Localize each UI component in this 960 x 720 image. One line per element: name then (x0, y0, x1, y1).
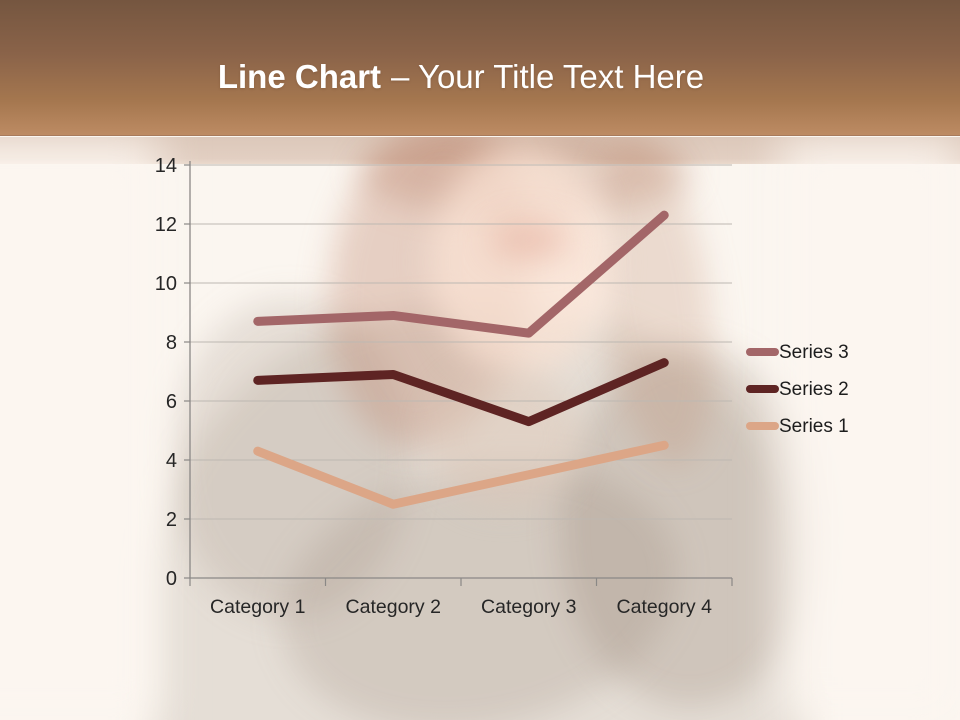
slide-title: Line Chart – Your Title Text Here (218, 60, 704, 93)
y-axis-label-8: 8 (166, 332, 177, 354)
slide-header: Line Chart – Your Title Text Here (0, 0, 960, 136)
y-axis-label-14: 14 (155, 155, 177, 177)
y-axis-label-2: 2 (166, 509, 177, 531)
x-axis-label-1: Category 1 (210, 596, 305, 618)
x-axis-label-4: Category 4 (617, 596, 713, 618)
series-line-series-3 (253, 210, 669, 338)
legend-item-series-3[interactable]: Series 3 (746, 340, 849, 364)
y-axis-label-4: 4 (166, 450, 177, 472)
series-line-series-2 (253, 358, 669, 427)
legend-item-series-2[interactable]: Series 2 (746, 377, 849, 401)
slide-title-sub: – Your Title Text Here (391, 58, 705, 95)
slide-title-main: Line Chart (217, 58, 382, 95)
legend-label: Series 1 (779, 415, 849, 437)
legend-item-series-1[interactable]: Series 1 (746, 414, 849, 438)
x-axis-label-3: Category 3 (481, 596, 576, 618)
legend-label: Series 3 (779, 341, 849, 363)
chart-legend: Series 3 Series 2 Series 1 (746, 340, 849, 451)
y-axis-label-10: 10 (155, 273, 177, 295)
y-axis-label-6: 6 (166, 391, 177, 413)
y-axis-label-0: 0 (166, 568, 177, 590)
y-axis-label-12: 12 (155, 214, 177, 236)
x-axis-label-2: Category 2 (346, 596, 441, 618)
series-line-series-1 (253, 440, 669, 509)
legend-marker-series-2 (746, 385, 779, 393)
legend-marker-series-1 (746, 422, 779, 430)
legend-marker-series-3 (746, 348, 779, 356)
legend-label: Series 2 (779, 378, 849, 400)
